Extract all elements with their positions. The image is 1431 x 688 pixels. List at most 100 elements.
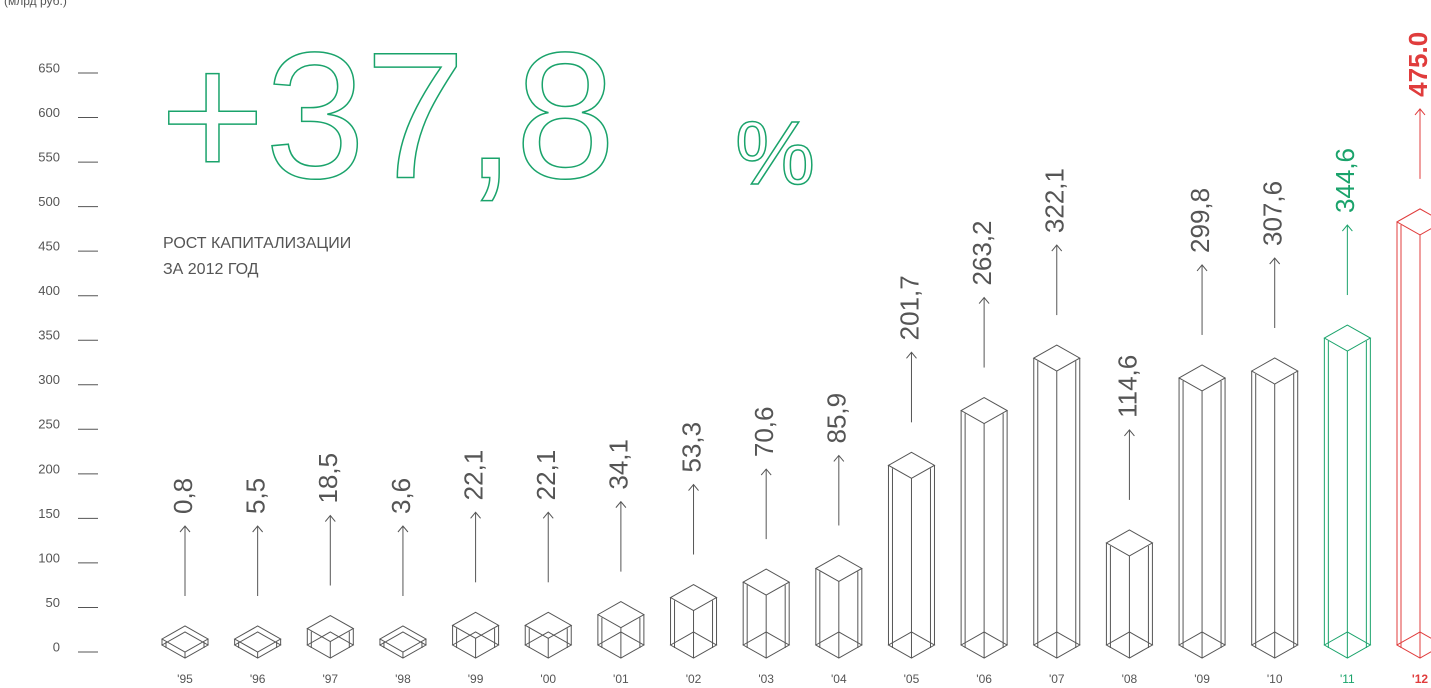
x-tick-label: '96	[250, 672, 266, 686]
column-part	[1250, 357, 1299, 385]
headline: +37,8	[160, 16, 615, 217]
y-tick-label: 450	[38, 239, 60, 254]
column-part	[160, 625, 210, 653]
column	[1105, 529, 1154, 659]
column-part	[1395, 631, 1431, 659]
y-tick-label: 50	[46, 595, 60, 610]
x-tick-label: '11	[1340, 672, 1355, 686]
x-tick-label: '99	[468, 672, 484, 686]
column	[160, 625, 210, 659]
value-label: 299,8	[1185, 188, 1215, 253]
arrow-head	[179, 525, 191, 533]
y-tick-label: 100	[38, 550, 60, 565]
column-part	[669, 583, 718, 612]
y-tick-label: 300	[38, 372, 60, 387]
arrow-head	[470, 511, 481, 519]
x-tick-label: '07	[1049, 672, 1065, 686]
column-part	[814, 554, 863, 583]
y-tick-label: 600	[38, 105, 60, 120]
value-label: 0,8	[168, 478, 198, 514]
column-part	[960, 396, 1009, 425]
arrow-head	[1341, 224, 1353, 232]
y-unit: (млрд руб.)	[4, 0, 67, 8]
arrow-head	[252, 525, 264, 533]
column	[1323, 324, 1372, 659]
value-label: 5,5	[241, 478, 271, 514]
y-tick-label: 250	[38, 417, 60, 432]
column	[960, 396, 1009, 659]
x-tick-label: '01	[613, 672, 629, 686]
arrow-head	[688, 483, 699, 491]
column	[742, 568, 791, 659]
value-label: 22,1	[531, 450, 561, 501]
x-tick-label: '08	[1122, 672, 1138, 686]
subtitle: ЗА 2012 ГОД	[163, 261, 259, 278]
arrow-head	[324, 514, 336, 522]
column-part	[1178, 364, 1227, 392]
value-label: 322,1	[1040, 168, 1070, 233]
arrow-head	[978, 296, 990, 304]
arrow-head	[1196, 264, 1208, 272]
x-tick-label: '05	[904, 672, 920, 686]
x-tick-label: '98	[395, 672, 411, 686]
column-part	[233, 625, 282, 653]
y-tick-label: 500	[38, 194, 60, 209]
y-tick-label: 400	[38, 283, 60, 298]
column	[1032, 344, 1081, 659]
x-tick-label: '10	[1267, 672, 1283, 686]
value-label: 201,7	[894, 275, 924, 340]
arrow-head	[1414, 108, 1426, 116]
column	[814, 554, 863, 659]
arrow-head	[542, 511, 554, 519]
y-tick-label: 350	[38, 328, 60, 343]
value-label: 3,6	[386, 478, 416, 514]
value-label: 22,1	[458, 450, 488, 501]
column-part	[1323, 324, 1372, 352]
arrow-head	[906, 351, 917, 359]
y-tick-label: 650	[38, 60, 60, 75]
column	[1250, 357, 1299, 659]
value-label: 114,6	[1112, 355, 1142, 418]
arrow-head	[615, 500, 627, 508]
y-tick-label: 200	[38, 461, 60, 476]
x-tick-label: '95	[177, 672, 193, 686]
column-part	[524, 611, 573, 639]
value-label: 475.0	[1403, 32, 1431, 97]
arrow-head	[1124, 429, 1135, 437]
headline-unit: %	[735, 104, 815, 204]
x-tick-label: '00	[540, 672, 556, 686]
column	[451, 611, 500, 659]
arrow-head	[397, 525, 409, 533]
column	[306, 614, 355, 659]
value-label: 70,6	[749, 407, 779, 458]
column-part	[1032, 344, 1081, 372]
arrow-head	[760, 468, 772, 476]
column	[669, 583, 718, 659]
value-label: 34,1	[604, 439, 634, 490]
x-tick-label: '03	[758, 672, 774, 686]
arrow-head	[1051, 244, 1063, 252]
column-part	[1395, 208, 1431, 236]
column-part	[596, 601, 645, 629]
column	[596, 601, 645, 659]
arrow-head	[1269, 257, 1281, 265]
value-label: 53,3	[676, 422, 706, 473]
column	[524, 611, 573, 659]
column	[233, 625, 282, 659]
y-tick-label: 150	[38, 506, 60, 521]
column-part	[887, 451, 936, 479]
x-tick-label: '09	[1194, 672, 1210, 686]
y-tick-label: 550	[38, 150, 60, 165]
column	[887, 451, 936, 659]
column-part	[742, 568, 791, 596]
x-tick-label: '12	[1412, 672, 1429, 686]
value-label: 344,6	[1330, 148, 1360, 213]
column-part	[378, 625, 427, 653]
column	[1395, 208, 1431, 659]
column-part	[451, 611, 500, 639]
y-tick-label: 0	[53, 639, 60, 654]
value-label: 307,6	[1258, 181, 1288, 246]
x-tick-label: '02	[686, 672, 702, 686]
value-label: 85,9	[822, 393, 852, 444]
